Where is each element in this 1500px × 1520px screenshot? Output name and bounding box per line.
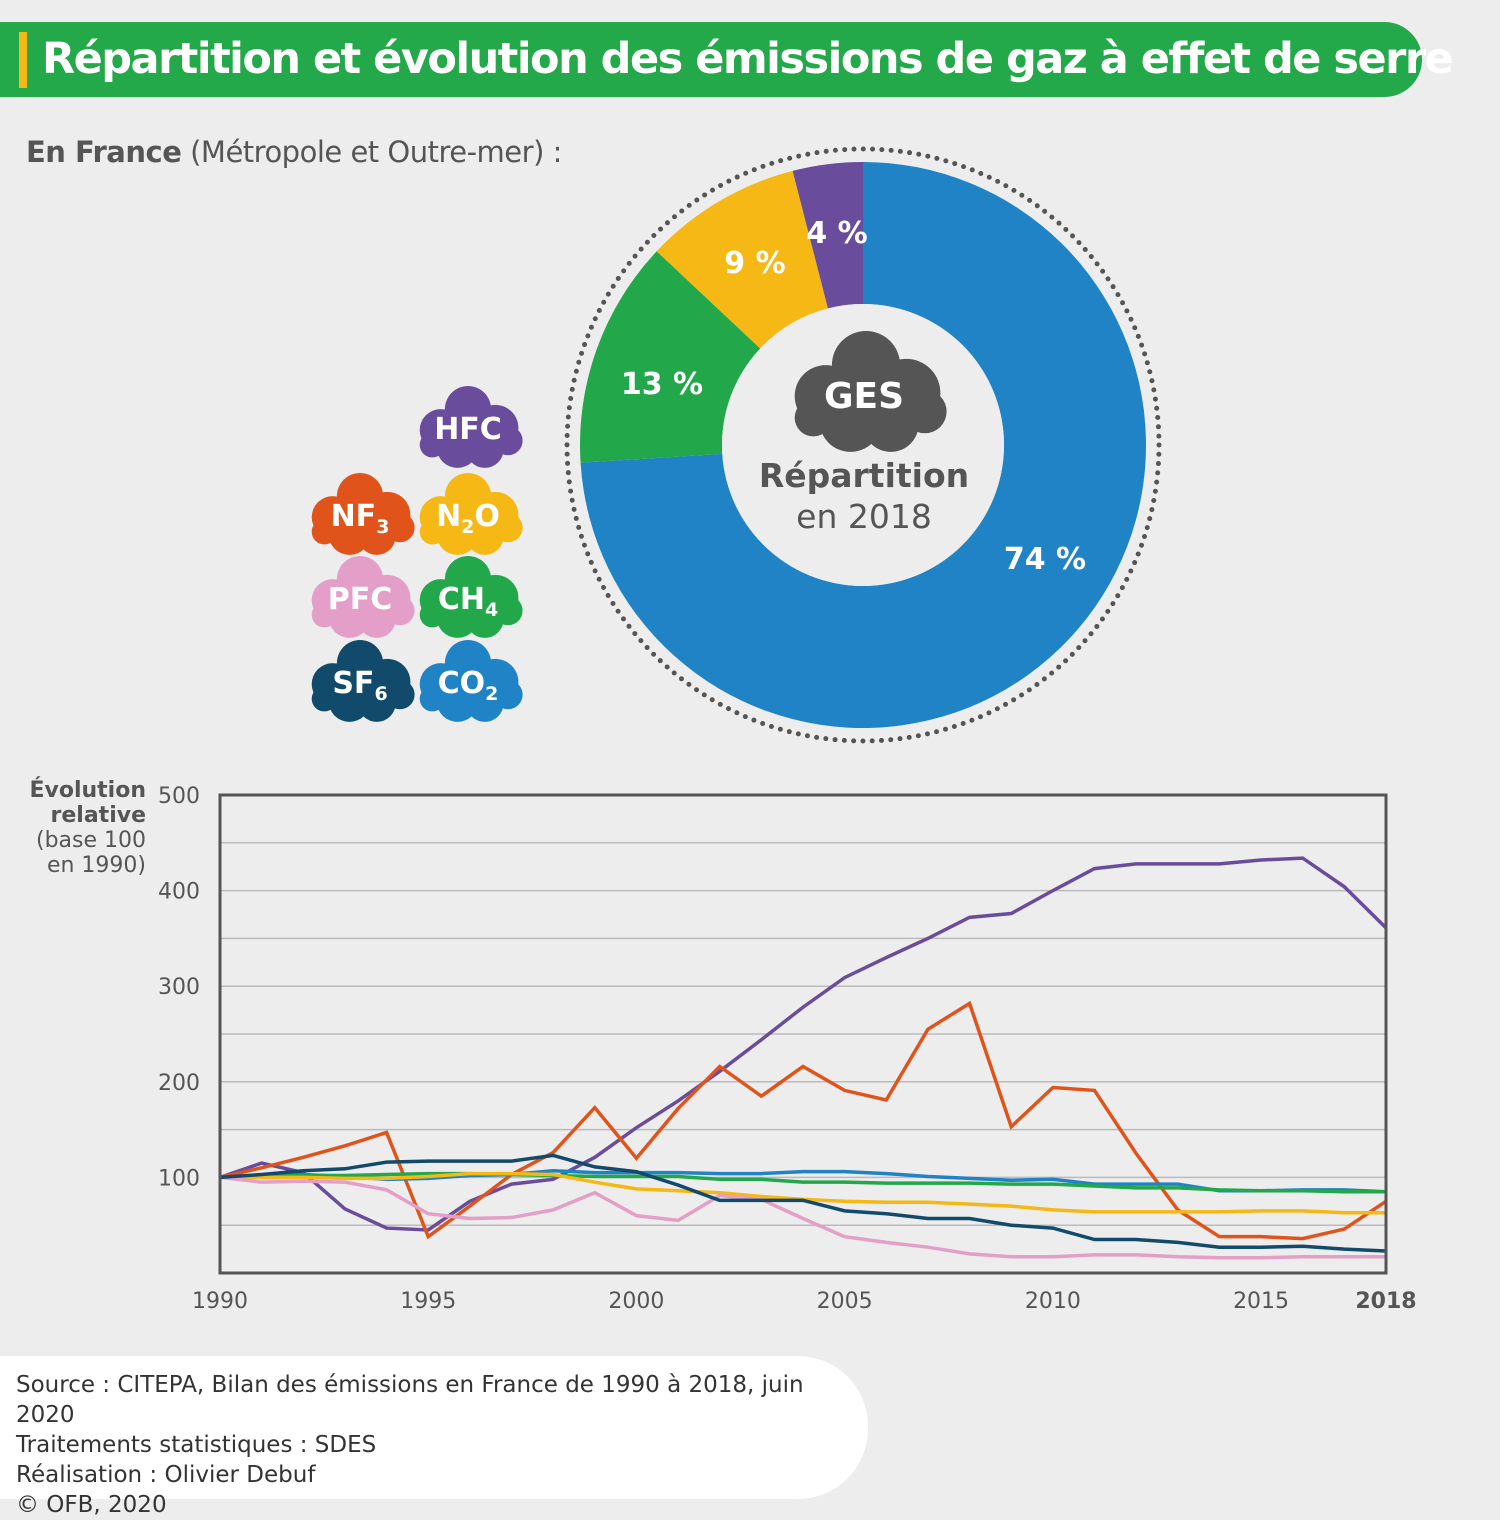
- line-series-hfc: [219, 856, 1388, 1232]
- line-series-sf6: [219, 1153, 1387, 1253]
- pie-slice-co2: [580, 162, 1146, 728]
- slice-label-n2o: 9 %: [724, 246, 785, 281]
- ges-badge: GES: [824, 376, 904, 417]
- source-text: Source : CITEPA, Bilan des émissions en …: [16, 1372, 804, 1428]
- legend-cloud-ch4-icon: [419, 556, 523, 638]
- x-tick-label: 2015: [1233, 1289, 1289, 1314]
- slice-label-hfc: 4 %: [806, 216, 867, 251]
- page-title: Répartition et évolution des émissions d…: [42, 34, 1454, 84]
- cloud-puff: [311, 686, 337, 712]
- cloud-puff: [493, 512, 523, 543]
- cloud-puff: [311, 519, 337, 545]
- x-tick-label: 2018: [1355, 1289, 1416, 1314]
- cloud-puff: [385, 679, 415, 710]
- line-series-nf3: [219, 1000, 1387, 1241]
- legend-cloud-hfc-icon: [419, 386, 523, 468]
- ylabel-line3: en 1990): [46, 853, 146, 878]
- cloud-puff: [311, 602, 337, 628]
- x-tick-label: 2010: [1025, 1289, 1081, 1314]
- pie-slice-ch4: [580, 251, 761, 463]
- subtitle-bold: En France: [26, 135, 182, 169]
- accent-bar: [19, 32, 27, 88]
- line-series-ch4: [219, 1171, 1386, 1194]
- cloud-puff: [493, 595, 523, 626]
- cloud-puff: [385, 512, 415, 543]
- y-tick-label: 200: [158, 1071, 200, 1096]
- pie-slice-n2o: [656, 170, 828, 349]
- y-tick-label: 100: [158, 1166, 200, 1191]
- cloud-puff: [419, 519, 445, 545]
- cloud-puff: [419, 686, 445, 712]
- legend-cloud-n2o-icon: [419, 473, 523, 555]
- legend-label-ch4: CH4: [438, 582, 498, 621]
- cloud-puff: [493, 679, 523, 710]
- subtitle: En France (Métropole et Outre-mer) :: [26, 135, 562, 169]
- cloud-puff: [385, 595, 415, 626]
- ylabel-bold: Évolution relative: [29, 778, 146, 828]
- y-tick-label: 300: [158, 975, 200, 1000]
- cloud-puff: [419, 602, 445, 628]
- line-series-pfc: [219, 1175, 1386, 1260]
- author-text: Réalisation : Olivier Debuf: [16, 1462, 316, 1488]
- copyright-text: © OFB, 2020: [16, 1492, 167, 1518]
- legend-cloud-co2-icon: [419, 640, 523, 722]
- y-tick-label: 400: [158, 880, 200, 905]
- pie-slice-hfc: [792, 162, 863, 309]
- stats-text: Traitements statistiques : SDES: [16, 1432, 377, 1458]
- legend-label-sf6: SF6: [332, 666, 387, 705]
- x-tick-label: 1990: [192, 1289, 248, 1314]
- cloud-puff: [419, 432, 445, 458]
- ylabel-line2: (base 100: [35, 828, 146, 853]
- legend-cloud-pfc-icon: [311, 556, 415, 638]
- x-tick-label: 1995: [400, 1289, 456, 1314]
- slice-label-co2: 74 %: [1004, 542, 1086, 577]
- cloud-puff: [903, 389, 947, 434]
- dotted-ring: [564, 146, 1162, 744]
- center-text-1: Répartition: [759, 456, 969, 495]
- legend-cloud-sf6-icon: [311, 640, 415, 722]
- y-axis-label: Évolution relative (base 100 en 1990): [0, 778, 146, 878]
- ges-cloud-icon: [794, 331, 947, 452]
- slice-label-ch4: 13 %: [621, 367, 703, 402]
- x-tick-label: 2005: [817, 1289, 873, 1314]
- cloud-puff: [493, 425, 523, 456]
- subtitle-rest: (Métropole et Outre-mer) :: [181, 135, 562, 169]
- legend-label-n2o: N2O: [436, 499, 500, 538]
- center-text-2: en 2018: [796, 497, 932, 536]
- legend-label-hfc: HFC: [434, 412, 502, 447]
- legend-label-nf3: NF3: [331, 499, 390, 538]
- y-tick-label: 500: [158, 784, 200, 809]
- title-banner: Répartition et évolution des émissions d…: [0, 22, 1454, 97]
- legend-label-co2: CO2: [438, 666, 499, 705]
- x-tick-label: 2000: [608, 1289, 664, 1314]
- credits: Source : CITEPA, Bilan des émissions en …: [0, 1356, 868, 1518]
- legend-cloud-nf3-icon: [311, 473, 415, 555]
- legend-label-pfc: PFC: [328, 582, 393, 617]
- plot-frame: [218, 793, 1388, 1275]
- cloud-puff: [794, 399, 832, 437]
